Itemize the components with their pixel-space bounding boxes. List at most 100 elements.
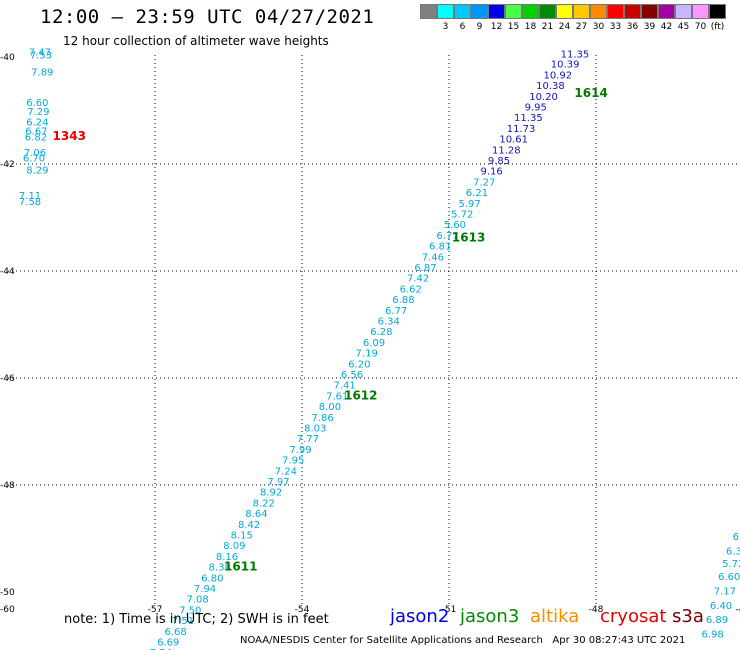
swh-value: 7.86 — [311, 413, 333, 424]
legend-label: 24 — [558, 22, 571, 32]
swh-value: 7.50 — [179, 605, 201, 616]
swh-value: 8.92 — [260, 488, 282, 499]
lon-tick-label: -54 — [295, 605, 310, 615]
swh-value: 6.24 — [26, 117, 48, 128]
swh-value: 8.15 — [231, 531, 253, 542]
swh-value: 10.92 — [543, 70, 572, 81]
cryosat-pass-label: 1343 — [53, 129, 86, 143]
swh-value: 6.56 — [341, 370, 363, 381]
swh-value: 6.89 — [706, 615, 728, 626]
swh-value: 5.72 — [722, 559, 740, 570]
swh-value: 7.29 — [27, 107, 49, 118]
swh-value: 7.17 — [714, 587, 736, 598]
swh-value: 6.60 — [718, 572, 740, 583]
swh-value: 7.95 — [282, 456, 304, 467]
legend-cryosat: cryosat — [600, 606, 667, 627]
swh-value: 7.24 — [275, 466, 297, 477]
legend-swatch — [573, 4, 590, 19]
pass-number-label: 1612 — [344, 388, 377, 402]
swh-value: 7.08 — [186, 595, 208, 606]
swh-value: 7.19 — [356, 349, 378, 360]
swh-value: 6.28 — [370, 327, 392, 338]
swh-value: 7.89 — [31, 68, 53, 79]
swh-value: 6.81 — [429, 242, 451, 253]
swh-value: 7.27 — [473, 177, 495, 188]
swh-value: 6.69 — [157, 638, 179, 649]
legend-label: 42 — [660, 22, 673, 32]
swh-value: 10.20 — [529, 92, 558, 103]
legend-swatch — [641, 4, 658, 19]
legend-label: 3 — [442, 22, 449, 32]
swh-value: 6.40 — [710, 601, 732, 612]
swh-value: 6.68 — [164, 627, 186, 638]
lon-tick-label: -45 — [736, 605, 740, 615]
swh-value: 6.60 — [26, 98, 48, 109]
legend-altika: altika — [530, 606, 580, 627]
legend-swatch — [454, 4, 471, 19]
swh-value: 8.16 — [216, 552, 238, 563]
swh-value: 6.77 — [436, 231, 458, 242]
legend-swatch — [709, 4, 726, 19]
legend-swatch — [624, 4, 641, 19]
swh-value: 11.35 — [514, 113, 543, 124]
lat-tick-label: -46 — [0, 374, 15, 384]
legend-label: 6 — [459, 22, 466, 32]
swh-value: 6.2 — [733, 532, 740, 543]
swh-value: 8.29 — [26, 166, 48, 177]
lon-tick-label: -57 — [148, 605, 163, 615]
legend-swatch — [420, 4, 437, 19]
swh-value: 7.46 — [422, 252, 444, 263]
swh-value: 7.61 — [326, 391, 348, 402]
swh-value: 6.21 — [466, 188, 488, 199]
swh-value: 9.16 — [480, 167, 502, 178]
swh-value: 11.73 — [507, 124, 536, 135]
swh-value: 8.22 — [253, 498, 275, 509]
legend-swatch — [692, 4, 709, 19]
swh-value: 7.41 — [333, 381, 355, 392]
credit-text: NOAA/NESDIS Center for Satellite Applica… — [240, 635, 543, 646]
pass-number-label: 1614 — [574, 86, 607, 100]
swh-value: 8.38 — [209, 563, 231, 574]
swh-value: 6.87 — [414, 263, 436, 274]
swh-value: 6.20 — [348, 359, 370, 370]
legend-label: 27 — [575, 22, 588, 32]
swh-value: 7.97 — [267, 477, 289, 488]
lat-tick-label: -44 — [0, 267, 15, 277]
swh-value: 7.94 — [194, 584, 216, 595]
legend-label: 30 — [592, 22, 605, 32]
legend-swatch — [539, 4, 556, 19]
legend-swatch — [675, 4, 692, 19]
legend-swatch — [658, 4, 675, 19]
swh-value: 6.35 — [726, 547, 740, 558]
swh-value: 6.09 — [363, 338, 385, 349]
swh-observations: 7.477.537.896.607.296.246.676.827.066.70… — [19, 47, 740, 650]
legend-swatch — [556, 4, 573, 19]
legend-label: 33 — [609, 22, 622, 32]
legend-label: 9 — [476, 22, 483, 32]
swh-value: 7.06 — [24, 148, 46, 159]
legend-s3a: s3a — [672, 606, 704, 627]
lat-tick-label: -40 — [0, 53, 15, 63]
legend-swatch — [522, 4, 539, 19]
swh-value: 6.88 — [392, 295, 414, 306]
legend-label: 18 — [524, 22, 537, 32]
legend-swatch — [590, 4, 607, 19]
units-note: note: 1) Time is in UTC; 2) SWH is in fe… — [64, 612, 329, 627]
legend-label: (ft) — [710, 22, 725, 32]
credit-timestamp: Apr 30 08:27:43 UTC 2021 — [552, 635, 686, 646]
map-subtitle: 12 hour collection of altimeter wave hei… — [63, 34, 329, 48]
swh-value: 7.58 — [19, 197, 41, 208]
swh-value: 6.80 — [201, 573, 223, 584]
swh-value: 6.34 — [378, 317, 400, 328]
legend-label: 15 — [507, 22, 520, 32]
lon-tick-label: -48 — [589, 605, 604, 615]
swh-value: 7.77 — [297, 434, 319, 445]
legend-label: 21 — [541, 22, 554, 32]
swh-value: 6.62 — [400, 284, 422, 295]
corner-tick-label: -60 — [0, 605, 15, 615]
lon-tick-label: -51 — [442, 605, 457, 615]
axis-ticks: -57 -54 -51 -48 -45 -40 -42 -44 -46 -48 -50 -60 — [0, 53, 740, 615]
swh-value: 10.38 — [536, 81, 565, 92]
lat-tick-label: -50 — [0, 588, 15, 598]
swh-value: 8.09 — [223, 541, 245, 552]
